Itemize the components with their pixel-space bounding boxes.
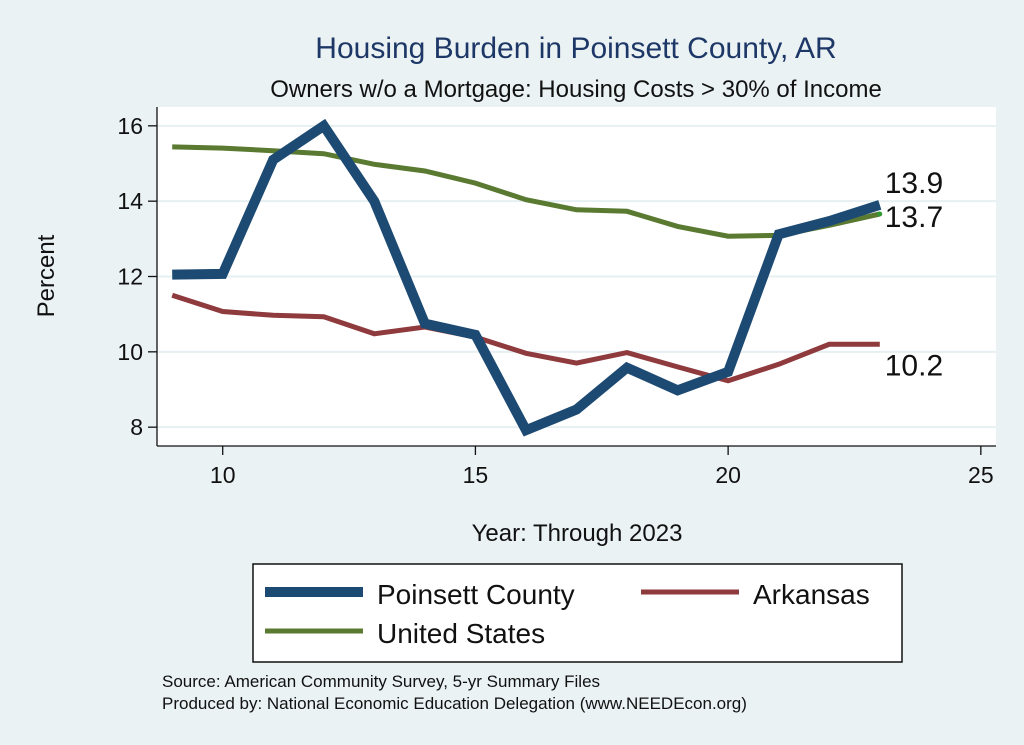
us-end-marker [877, 211, 883, 217]
legend: Poinsett County Arkansas United States [252, 563, 903, 663]
series-lines [171, 118, 883, 437]
source-note: Source: American Community Survey, 5-yr … [162, 672, 600, 691]
x-tick-label-20: 20 [715, 462, 741, 488]
grid-lines [157, 124, 996, 429]
legend-box [252, 563, 903, 663]
end-label-united-states: 13.7 [885, 201, 943, 234]
legend-label-arkansas: Arkansas [753, 579, 870, 610]
x-axis-title: Year: Through 2023 [472, 520, 683, 547]
y-tick-label-12: 12 [117, 264, 143, 290]
producer-note: Produced by: National Economic Education… [162, 694, 747, 713]
y-tick-label-14: 14 [117, 188, 143, 214]
x-tick-label-10: 10 [210, 462, 236, 488]
series-line-poinsett-county [172, 118, 882, 437]
end-label-arkansas: 10.2 [885, 349, 943, 382]
series-line-arkansas [171, 292, 880, 384]
x-tick-label-15: 15 [463, 462, 489, 488]
legend-label-poinsett-county: Poinsett County [377, 579, 575, 610]
x-tick-label-25: 25 [968, 462, 994, 488]
y-axis-title: Percent [33, 234, 60, 317]
chart-subtitle: Owners w/o a Mortgage: Housing Costs > 3… [270, 76, 882, 103]
chart-title: Housing Burden in Poinsett County, AR [315, 32, 836, 65]
end-label-poinsett-county: 13.9 [885, 167, 943, 200]
legend-label-united-states: United States [377, 618, 545, 649]
y-tick-label-16: 16 [117, 113, 143, 139]
y-tick-label-10: 10 [117, 339, 143, 365]
axes: 8 10 12 14 16 10 15 20 25 [117, 107, 996, 488]
y-tick-label-8: 8 [130, 414, 143, 440]
end-labels: 13.9 10.2 13.7 [885, 167, 943, 382]
